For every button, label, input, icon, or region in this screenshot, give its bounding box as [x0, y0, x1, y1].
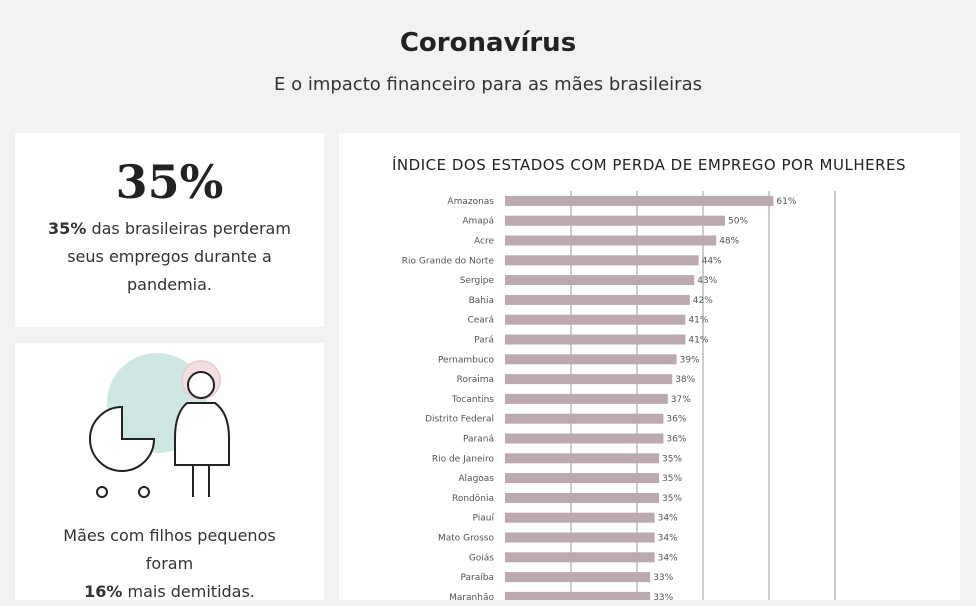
subtitle: E o impacto financeiro para as mães bras… — [273, 74, 702, 95]
value-label: 61% — [776, 197, 796, 207]
value-label: 34% — [658, 553, 678, 563]
mothers-text: Mães com filhos pequenos foram 16% mais d… — [15, 522, 324, 606]
value-label: 35% — [662, 494, 682, 504]
value-label: 44% — [702, 256, 722, 266]
bar — [505, 275, 695, 286]
value-label: 34% — [658, 534, 678, 544]
value-label: 50% — [728, 217, 748, 227]
bar — [505, 215, 725, 226]
bar — [505, 195, 774, 206]
bold: 16% — [84, 582, 123, 601]
bar — [505, 294, 690, 305]
bar — [505, 492, 659, 503]
bar — [505, 512, 655, 523]
bar — [505, 433, 664, 444]
category-label: Sergipe — [460, 276, 495, 286]
bar — [505, 572, 651, 583]
category-label: Acre — [474, 237, 494, 247]
category-label: Paraná — [463, 435, 494, 445]
bar — [505, 532, 655, 543]
value-label: 33% — [653, 593, 673, 600]
value-label: 48% — [719, 237, 739, 247]
value-label: 35% — [662, 474, 682, 484]
bar — [505, 393, 668, 404]
bar — [505, 453, 659, 464]
bar — [505, 473, 659, 484]
category-label: Roraima — [457, 375, 494, 385]
bar — [505, 354, 677, 365]
chart-title: ÍNDICE DOS ESTADOS COM PERDA DE EMPREGO … — [392, 155, 906, 174]
category-label: Pernambuco — [438, 355, 495, 365]
category-label: Pará — [474, 336, 494, 346]
value-label: 38% — [675, 375, 695, 385]
title: Coronavírus — [399, 28, 577, 58]
value-label: 41% — [688, 316, 708, 326]
category-label: Tocantins — [451, 395, 494, 405]
category-label: Maranhão — [449, 593, 494, 600]
category-label: Rio de Janeiro — [432, 454, 495, 464]
category-label: Rio Grande do Norte — [402, 256, 495, 266]
category-label: Piauí — [473, 514, 495, 524]
category-label: Rondônia — [452, 493, 494, 504]
bar — [505, 235, 717, 246]
category-label: Ceará — [467, 316, 494, 326]
category-label: Alagoas — [458, 474, 494, 484]
bar — [505, 314, 686, 325]
illustration — [89, 353, 230, 498]
bar — [505, 255, 699, 266]
text: mais demitidas. — [127, 582, 255, 601]
category-label: Goiás — [469, 553, 494, 563]
bar — [505, 413, 664, 424]
category-label: Amazonas — [447, 197, 494, 207]
bar — [505, 334, 686, 345]
value-label: 34% — [658, 514, 678, 524]
value-label: 33% — [653, 573, 673, 583]
value-label: 39% — [680, 355, 700, 365]
stat-card: 35% 35% das brasileiras perderam seus em… — [15, 133, 324, 327]
category-label: Distrito Federal — [425, 415, 494, 425]
value-label: 43% — [697, 276, 717, 286]
value-label: 37% — [671, 395, 691, 405]
value-label: 35% — [662, 454, 682, 464]
value-label: 36% — [666, 415, 686, 425]
category-label: Amapá — [462, 217, 494, 227]
category-label: Mato Grosso — [438, 534, 495, 544]
value-label: 41% — [688, 336, 708, 346]
value-label: 42% — [693, 296, 713, 306]
bar — [505, 374, 673, 385]
bold: 35% — [48, 219, 87, 238]
bar — [505, 591, 651, 600]
chart-card: ÍNDICE DOS ESTADOS COM PERDA DE EMPREGO … — [339, 133, 960, 600]
category-label: Bahia — [469, 296, 494, 306]
chart: ÍNDICE DOS ESTADOS COM PERDA DE EMPREGO … — [392, 155, 906, 600]
value-label: 36% — [666, 435, 686, 445]
mothers-card: Mães com filhos pequenos foram 16% mais d… — [15, 343, 324, 601]
big-number: 35% — [115, 155, 224, 209]
bar — [505, 552, 655, 563]
text: Mães com filhos pequenos foram — [63, 526, 276, 573]
category-label: Paraíba — [461, 573, 494, 583]
text: das brasileiras perderam seus empregos d… — [67, 219, 291, 294]
stat-text: 35% das brasileiras perderam seus empreg… — [15, 215, 324, 299]
